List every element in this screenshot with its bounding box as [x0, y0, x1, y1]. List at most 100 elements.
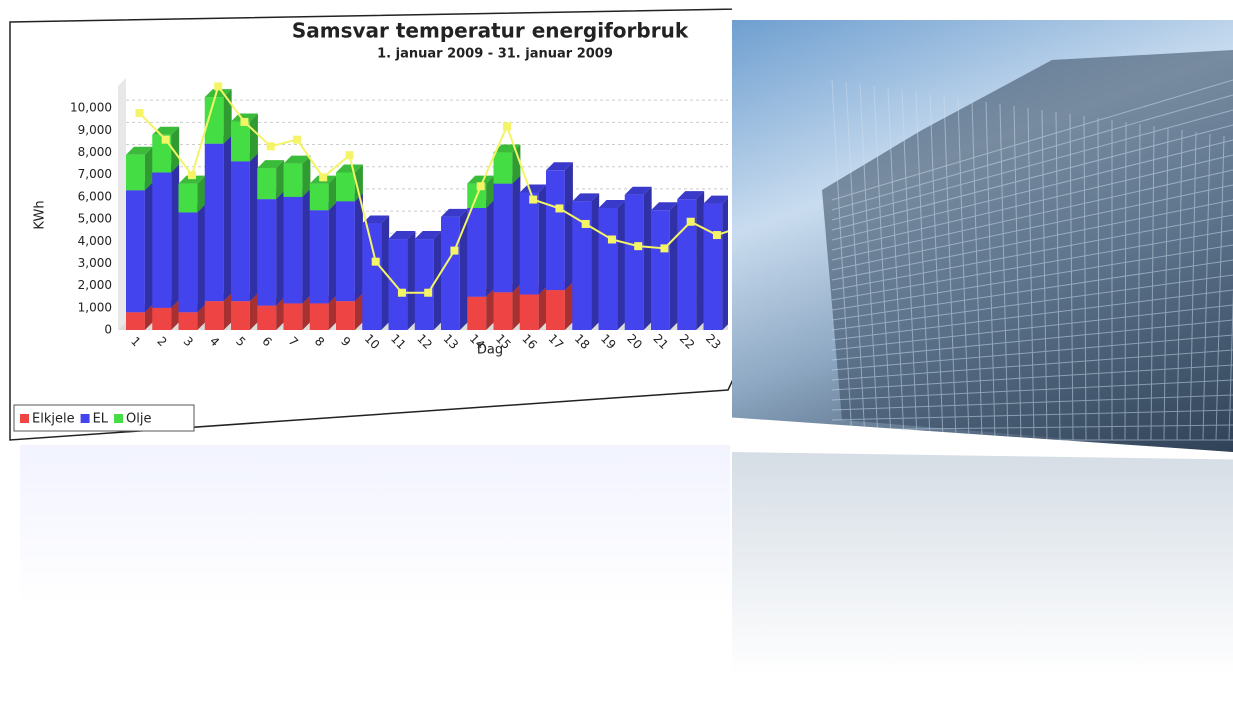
bar-segment: [336, 301, 355, 330]
bar-side: [302, 295, 311, 330]
y-tick-label: 6,000: [78, 189, 112, 203]
window-line: [831, 259, 1233, 321]
bar-segment: [493, 152, 513, 184]
legend: Elkjele EL Olje: [13, 404, 195, 432]
bar-segment: [257, 168, 277, 200]
legend-box: [13, 404, 195, 432]
x-tick-label: 24: [729, 331, 732, 352]
y-tick-label: 1,000: [78, 300, 112, 314]
line-point: [712, 231, 721, 240]
line-point: [187, 171, 196, 180]
y-axis-label: KWh: [33, 200, 48, 229]
bar-side: [302, 188, 311, 304]
bar-segment: [336, 201, 355, 302]
y-tick-label: 2,000: [78, 278, 112, 292]
line-point: [634, 242, 643, 251]
bar-segment: [231, 161, 250, 302]
bar-segment: [204, 97, 224, 144]
bar-top: [283, 155, 311, 164]
bar-segment: [126, 312, 145, 330]
window-line: [1215, 135, 1225, 441]
window-line: [831, 394, 1233, 411]
window-line: [831, 319, 1233, 361]
bar-side: [328, 202, 337, 304]
bar-side: [276, 160, 285, 200]
window-line: [831, 274, 1233, 331]
bar-top: [126, 146, 153, 155]
window-line: [831, 154, 1233, 251]
bar-segment: [178, 183, 198, 213]
bar-segment: [546, 170, 565, 291]
bar-side: [564, 282, 573, 330]
window-line: [831, 109, 1233, 221]
window-line: [831, 349, 1233, 381]
bar-segment: [519, 294, 539, 330]
window-line: [831, 79, 1233, 201]
line-point: [266, 142, 275, 151]
legend-swatch: [114, 414, 124, 423]
bar-segment: [283, 196, 303, 304]
bar-top: [651, 202, 678, 211]
bar-top: [362, 215, 390, 224]
bar-segment: [309, 183, 329, 211]
bar-segment: [126, 154, 145, 191]
line-point: [502, 122, 511, 131]
bar-segment: [336, 172, 355, 202]
bar-top: [572, 193, 600, 202]
window-line: [831, 244, 1233, 311]
bar-top: [519, 184, 547, 193]
bar-segment: [309, 210, 329, 304]
window-line: [1124, 121, 1127, 441]
bar-side: [197, 204, 206, 313]
line-point: [686, 217, 695, 226]
bar-segment: [178, 212, 198, 313]
window-line: [1027, 107, 1035, 441]
bar-side: [643, 186, 652, 330]
bar-segment: [152, 134, 172, 173]
window-line: [845, 81, 866, 441]
line-point: [292, 135, 301, 144]
window-line: [831, 94, 1233, 211]
bar-segment: [651, 210, 670, 330]
line-point: [214, 82, 223, 91]
window-line: [999, 103, 1009, 441]
window-line: [831, 379, 1233, 401]
line-point: [135, 109, 144, 118]
line-point: [319, 173, 328, 182]
window-line: [873, 85, 892, 441]
bar-segment: [126, 190, 145, 313]
wall: [118, 78, 126, 330]
bar-side: [276, 297, 285, 330]
legend-label: Olje: [126, 412, 151, 427]
window-line: [1083, 115, 1087, 441]
window-line: [971, 99, 983, 441]
window-line: [831, 304, 1233, 351]
line-point: [660, 244, 669, 253]
bar-side: [249, 113, 258, 162]
plot-area: [118, 78, 728, 330]
y-tick-label: 0: [104, 323, 112, 337]
building-photo: [732, 20, 1233, 452]
window-line: [831, 229, 1233, 301]
bar-side: [328, 175, 337, 211]
bar-top: [624, 186, 652, 195]
line-point: [607, 235, 616, 244]
bar-top: [257, 160, 285, 169]
line-series: [138, 84, 728, 294]
y-tick-label: 3,000: [78, 256, 112, 270]
bar-top: [703, 195, 728, 204]
bar-side: [538, 286, 547, 330]
bar-side: [223, 293, 232, 330]
window-line: [831, 184, 1233, 271]
bar-side: [171, 164, 180, 308]
window-line: [1202, 133, 1211, 441]
legend-swatch: [20, 414, 29, 423]
bar-side: [223, 89, 232, 144]
window-line: [915, 91, 931, 441]
line-point: [424, 288, 433, 297]
bar-side: [669, 202, 678, 330]
bar-side: [512, 144, 521, 184]
bar-segment: [231, 301, 250, 330]
line-point: [240, 117, 249, 126]
window-line: [831, 139, 1233, 241]
